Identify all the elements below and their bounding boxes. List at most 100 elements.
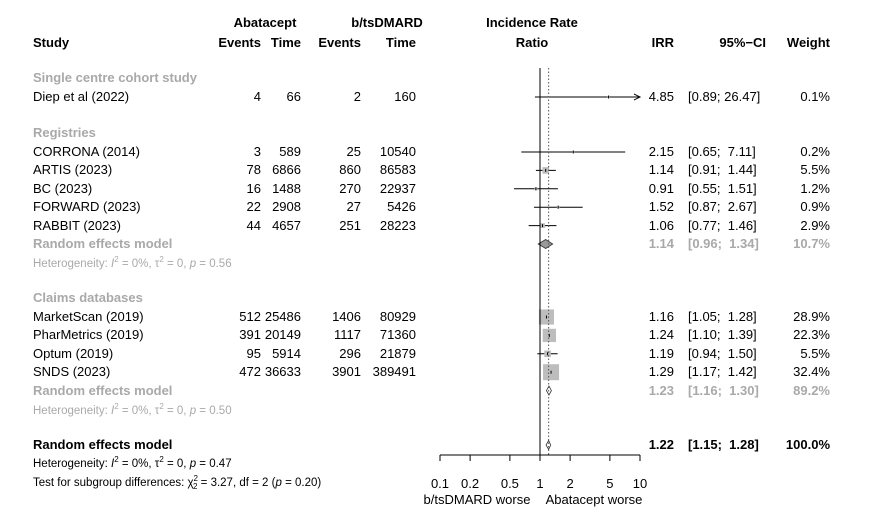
x-tick-label: 5	[606, 476, 614, 491]
header-events-1: Events	[218, 35, 261, 50]
i2-value: 0%	[131, 404, 149, 417]
irr-value: 4.85	[648, 89, 674, 104]
time-abatacept: 4657	[272, 217, 301, 233]
i2-value: 0%	[131, 257, 149, 270]
weight-value: 5.5%	[800, 162, 830, 178]
header-events-2: Events	[318, 35, 361, 50]
irr-value: 1.14	[648, 162, 674, 178]
study-name: CORRONA (2014)	[33, 144, 140, 159]
ci-value: [0.94; 1.50]	[688, 345, 757, 361]
overall-irr: 1.22	[648, 437, 674, 452]
overall-heterogeneity: Heterogeneity: I2 = 0%, τ2 = 0, p = 0.47	[33, 455, 232, 470]
pooled-weight: 89.2%	[793, 382, 830, 398]
header-irr-title: Incidence Rate	[486, 15, 578, 30]
x-label-right: Abatacept worse	[545, 492, 643, 507]
subgroup-pooled-label: Random effects model	[33, 236, 173, 251]
subgroup-title: Registries	[33, 125, 96, 140]
time-abatacept: 6866	[272, 162, 301, 178]
study-name: Optum (2019)	[33, 345, 114, 361]
study-name: ARTIS (2023)	[33, 162, 113, 178]
time-comparator: 5426	[387, 199, 416, 215]
weight-value: 2.9%	[800, 217, 830, 233]
weight-value: 0.1%	[800, 89, 830, 104]
events-comparator: 251	[339, 217, 361, 233]
weight-value: 0.9%	[800, 199, 830, 215]
events-abatacept: 16	[246, 180, 261, 196]
header-study: Study	[33, 35, 70, 50]
events-comparator: 27	[346, 199, 361, 215]
time-comparator: 86583	[379, 162, 416, 178]
p-value: 0.50	[209, 404, 232, 417]
study-name: MarketScan (2019)	[33, 309, 144, 324]
x-tick-label: 1	[536, 476, 544, 491]
time-abatacept: 66	[286, 89, 301, 104]
time-abatacept: 25486	[264, 309, 301, 324]
p-value: 0.47	[209, 457, 232, 470]
header-ratio: Ratio	[515, 35, 549, 50]
irr-value: 1.19	[648, 345, 674, 361]
events-comparator: 860	[339, 162, 361, 178]
tau2-value: 0	[176, 457, 184, 470]
header-time-2: Time	[385, 35, 416, 50]
irr-value: 1.24	[648, 327, 674, 343]
chi2-value: 3.27	[210, 476, 233, 489]
irr-value: 1.52	[648, 199, 674, 215]
subgroup-p-value: 0.20	[295, 476, 318, 489]
ci-arrow	[633, 93, 642, 101]
x-tick-label: 0.2	[461, 476, 480, 491]
subgroup-title: Claims databases	[33, 290, 143, 305]
ci-value: [0.65; 7.11]	[688, 144, 756, 159]
header-irr: IRR	[651, 35, 674, 50]
study-name: Diep et al (2022)	[33, 89, 130, 104]
pooled-ci: [0.96; 1.34]	[688, 236, 759, 251]
pooled-ci: [1.16; 1.30]	[688, 382, 759, 398]
ci-value: [1.10; 1.39]	[688, 327, 757, 343]
pooled-irr: 1.23	[648, 382, 674, 398]
header-group1: Abatacept	[233, 15, 297, 30]
weight-value: 32.4%	[793, 364, 830, 380]
overall-diamond	[545, 439, 552, 451]
tau2-value: 0	[176, 257, 184, 270]
pooled-irr: 1.14	[648, 236, 674, 251]
time-comparator: 80929	[379, 309, 416, 324]
events-abatacept: 95	[246, 345, 261, 361]
pooled-weight: 10.7%	[793, 236, 830, 251]
weight-value: 0.2%	[800, 144, 830, 159]
study-name: FORWARD (2023)	[33, 199, 141, 215]
events-abatacept: 512	[239, 309, 261, 324]
events-comparator: 1117	[334, 327, 361, 343]
events-comparator: 1406	[332, 309, 361, 324]
header-time-1: Time	[270, 35, 301, 50]
header-group2: b/tsDMARD	[351, 15, 423, 30]
events-abatacept: 44	[246, 217, 261, 233]
events-abatacept: 22	[246, 199, 261, 215]
time-comparator: 21879	[379, 345, 416, 361]
subgroup-diamond	[537, 239, 554, 249]
study-name: SNDS (2023)	[33, 364, 111, 380]
subgroup-heterogeneity: Heterogeneity: I2 = 0%, τ2 = 0, p = 0.50	[33, 401, 232, 417]
df-value: 2	[262, 476, 269, 489]
header-weight: Weight	[786, 35, 830, 50]
irr-value: 1.29	[648, 364, 674, 380]
overall-label: Random effects model	[33, 437, 173, 452]
overall-weight: 100.0%	[785, 437, 830, 452]
time-abatacept: 2908	[272, 199, 301, 215]
x-tick-label: 0.1	[430, 476, 450, 491]
irr-value: 1.06	[648, 217, 674, 233]
irr-value: 2.15	[648, 144, 674, 159]
time-abatacept: 589	[279, 144, 301, 159]
events-comparator: 2	[353, 89, 361, 104]
tau2-value: 0	[176, 404, 184, 417]
events-comparator: 296	[339, 345, 361, 361]
weight-value: 5.5%	[800, 345, 830, 361]
study-name: RABBIT (2023)	[33, 217, 121, 233]
ci-value: [0.89; 26.47]	[688, 89, 761, 104]
time-comparator: 160	[394, 89, 416, 104]
irr-value: 1.16	[648, 309, 674, 324]
ci-value: [0.91; 1.44]	[688, 162, 757, 178]
i2-value: 0%	[131, 457, 149, 470]
time-comparator: 22937	[379, 180, 416, 196]
overall-ci: [1.15; 1.28]	[688, 437, 759, 452]
events-abatacept: 472	[239, 364, 261, 380]
x-tick-label: 2	[566, 476, 574, 491]
